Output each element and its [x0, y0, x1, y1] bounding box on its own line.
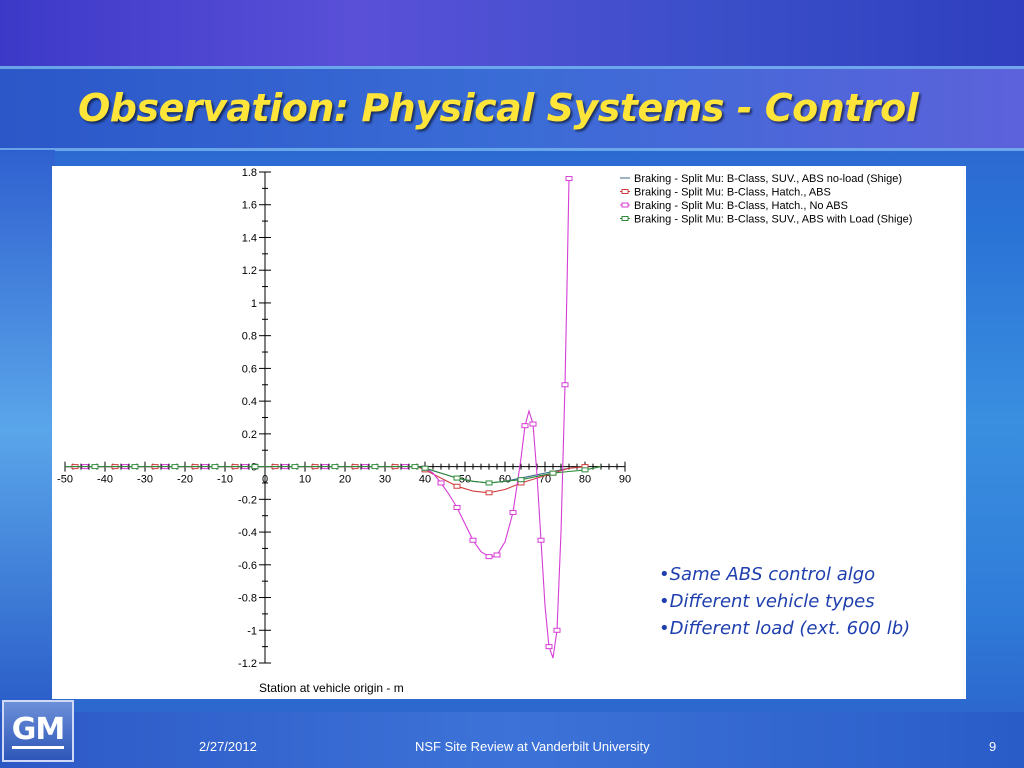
line-chart: -50 -40 -30 -20 -10 0 10 20 30 40 50 60 70 80 90-1.2-1… — [57, 167, 912, 695]
series-marker — [291, 464, 299, 470]
footer-band — [0, 712, 1024, 768]
y-tick-label: -0.2 — [238, 494, 257, 506]
y-tick-label: -0.6 — [238, 560, 257, 572]
x-tick-label: 90 — [619, 474, 631, 486]
series-marker — [421, 465, 429, 471]
y-tick-label: 1.2 — [242, 265, 257, 277]
series-marker — [485, 554, 493, 560]
series-marker — [485, 480, 493, 486]
series-marker — [545, 644, 553, 650]
x-tick-label: 40 — [419, 474, 431, 486]
series-marker — [453, 475, 461, 481]
bullet-item: •Different load (ext. 600 lb) — [659, 618, 911, 639]
x-tick-label: -40 — [97, 474, 113, 486]
x-tick-label: -50 — [57, 474, 73, 486]
y-tick-label: 0.4 — [242, 396, 257, 408]
footer-center-text: NSF Site Review at Vanderbilt University — [415, 739, 650, 754]
page-number: 9 — [989, 739, 997, 754]
header-band — [0, 0, 1024, 66]
x-tick-label: 60 — [499, 474, 511, 486]
header-stripe — [0, 66, 1024, 69]
series-marker — [561, 382, 569, 388]
y-tick-label: -0.4 — [238, 527, 257, 539]
y-tick-label: -1.2 — [238, 658, 257, 670]
series-marker — [493, 552, 501, 558]
footer-date: 2/27/2012 — [199, 739, 257, 754]
legend-swatch-marker — [621, 189, 629, 194]
gm-logo-text: GM — [11, 711, 65, 749]
series-marker — [91, 464, 99, 470]
legend-label: Braking - Split Mu: B-Class, SUV., ABS n… — [634, 173, 902, 185]
series-marker — [509, 509, 517, 515]
x-tick-label: 10 — [299, 474, 311, 486]
series-marker — [517, 477, 525, 483]
y-tick-label: 1.8 — [242, 167, 257, 179]
series-marker — [211, 464, 219, 470]
y-tick-label: 0.2 — [242, 429, 257, 441]
y-tick-label: 0.8 — [242, 331, 257, 343]
x-tick-label: 0 — [262, 474, 268, 486]
series-marker — [553, 627, 561, 633]
bullet-item: •Same ABS control algo — [659, 564, 876, 585]
legend-label: Braking - Split Mu: B-Class, Hatch., No … — [634, 200, 848, 212]
series-marker — [529, 421, 537, 427]
y-tick-label: 1.4 — [242, 232, 257, 244]
bullet-list: •Same ABS control algo •Different vehicl… — [659, 561, 910, 642]
series-marker — [581, 467, 589, 473]
x-axis-label: Station at vehicle origin - m — [259, 681, 404, 695]
series-marker — [171, 464, 179, 470]
title-stripe — [0, 148, 1024, 151]
series-marker — [371, 464, 379, 470]
series-marker — [131, 464, 139, 470]
series-marker — [251, 464, 259, 470]
x-tick-label: 20 — [339, 474, 351, 486]
x-tick-label: 30 — [379, 474, 391, 486]
chart-panel: -50 -40 -30 -20 -10 0 10 20 30 40 50 60 70 80 90 -1.2 -1… — [52, 166, 966, 699]
series-marker — [565, 176, 573, 182]
series-marker — [453, 483, 461, 489]
x-tick-label: -20 — [177, 474, 193, 486]
y-tick-label: 1.6 — [242, 200, 257, 212]
series-marker — [537, 537, 545, 543]
series-marker — [549, 470, 557, 476]
x-tick-label: 80 — [579, 474, 591, 486]
series-marker — [453, 505, 461, 511]
series-marker — [331, 464, 339, 470]
legend-swatch-marker — [621, 216, 629, 221]
y-tick-label: 1 — [251, 298, 257, 310]
legend-label: Braking - Split Mu: B-Class, Hatch., ABS — [634, 187, 831, 199]
series-line — [65, 178, 570, 659]
gm-logo: GM — [2, 700, 74, 762]
legend-swatch-marker — [621, 202, 629, 208]
x-tick-label: -10 — [217, 474, 233, 486]
series-marker — [437, 480, 445, 486]
series-marker — [521, 423, 529, 429]
series-marker — [485, 490, 493, 496]
bullet-item: •Different vehicle types — [659, 591, 875, 612]
legend-label: Braking - Split Mu: B-Class, SUV., ABS w… — [634, 214, 912, 226]
series-marker — [411, 464, 419, 470]
slide-title: Observation: Physical Systems - Control — [78, 86, 919, 130]
title-band — [0, 66, 1024, 150]
y-tick-label: -1 — [247, 625, 257, 637]
x-tick-label: -30 — [137, 474, 153, 486]
y-tick-label: 0.6 — [242, 363, 257, 375]
series-marker — [469, 537, 477, 543]
y-tick-label: -0.8 — [238, 593, 257, 605]
side-glow — [0, 150, 55, 710]
